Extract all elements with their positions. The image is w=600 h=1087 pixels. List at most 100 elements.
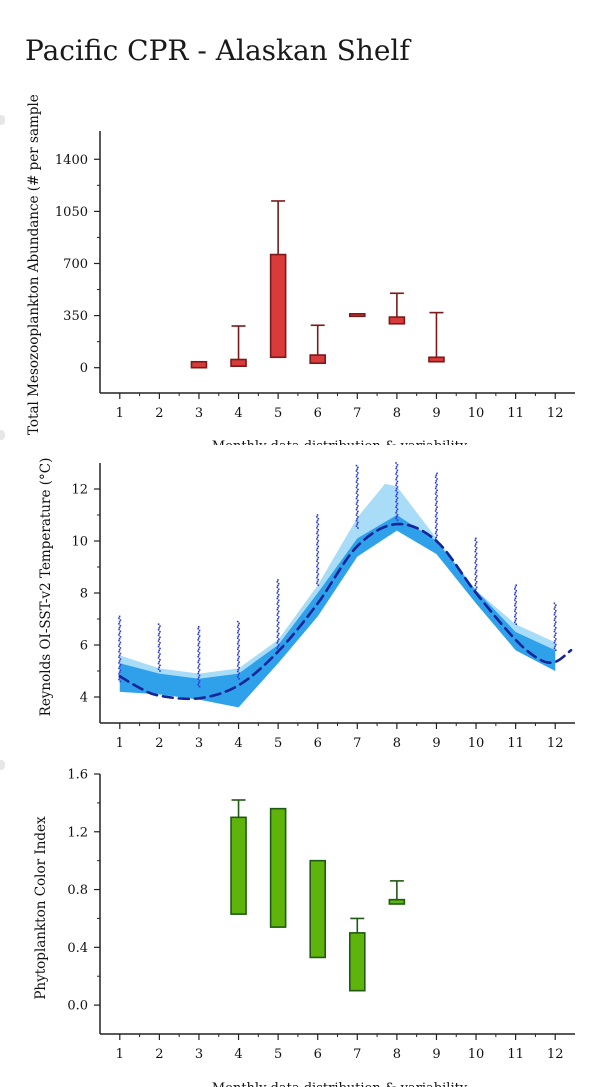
obs-point-month-3 [197,627,199,630]
obs-point-month-1 [119,619,122,621]
obs-point-month-10 [475,565,477,568]
x-tick-label: 11 [507,406,524,421]
obs-point-month-6 [317,528,320,531]
obs-point-month-9 [435,513,438,516]
obs-point-month-5 [277,599,280,602]
obs-point-month-11 [514,602,517,605]
obs-point-month-10 [474,562,477,564]
obs-point-month-3 [197,670,200,673]
obs-point-month-7 [356,518,358,520]
obs-point-month-3 [197,682,200,684]
obs-point-month-7 [355,519,358,522]
obs-point-month-4 [237,641,240,643]
x-tick-label: 10 [468,1047,485,1062]
obs-point-month-10 [475,560,477,562]
obs-point-month-8 [395,478,397,481]
obs-point-month-4 [238,672,240,675]
obs-point-month-8 [395,484,397,486]
obs-point-month-1 [118,678,120,681]
obs-point-month-11 [515,584,518,586]
obs-point-month-5 [277,617,279,620]
obs-point-month-10 [475,575,478,577]
y-axis-label: Phytoplankton Color Index [33,816,49,1000]
obs-point-month-3 [198,663,201,665]
obs-point-month-8 [395,512,397,514]
obs-point-month-12 [553,608,556,610]
mesozooplankton-chart: 0 350 700 1050 1400 1 2 3 4 5 6 7 8 9 10 11 12 Total Meso… [0,95,600,445]
obs-point-month-4 [238,639,240,641]
box-month-5 [269,253,287,359]
obs-point-month-9 [435,497,438,499]
obs-point-month-6 [317,578,320,581]
x-tick-label: 4 [234,736,242,751]
obs-point-month-3 [197,633,199,636]
obs-point-month-9 [435,491,438,493]
obs-point-month-12 [555,638,557,640]
obs-point-month-3 [197,644,199,647]
obs-point-month-10 [475,577,477,579]
obs-point-month-6 [316,560,318,562]
side-marker [0,760,5,770]
obs-point-month-9 [436,495,438,497]
obs-point-month-3 [197,672,199,675]
obs-point-month-10 [474,584,477,587]
obs-point-month-4 [238,633,240,636]
obs-point-month-6 [316,532,318,535]
obs-point-month-12 [555,632,557,635]
obs-point-month-3 [197,683,199,686]
obs-point-month-2 [157,662,160,665]
obs-point-month-5 [276,630,279,633]
obs-point-month-4 [237,657,240,660]
obs-point-month-3 [197,665,200,667]
obs-point-month-4 [237,630,240,632]
obs-point-month-7 [355,475,358,478]
y-tick-label: 0.0 [67,999,88,1014]
obs-point-month-5 [276,592,279,594]
obs-point-month-4 [238,655,240,658]
obs-point-month-4 [238,661,240,663]
obs-point-month-5 [277,643,280,646]
obs-point-month-9 [434,487,437,490]
obs-point-month-6 [316,514,319,516]
obs-point-month-11 [515,589,518,592]
obs-point-month-7 [357,527,359,529]
x-tick-label: 3 [195,406,203,421]
obs-point-month-12 [554,634,556,637]
obs-point-month-4 [238,644,240,647]
side-marker [0,430,5,440]
obs-point-month-9 [435,530,438,533]
obs-point-month-8 [395,471,398,474]
obs-point-month-12 [555,604,557,607]
obs-point-month-1 [118,656,120,659]
obs-point-month-4 [236,648,239,651]
obs-point-month-11 [514,621,516,624]
obs-point-month-2 [159,647,161,650]
obs-point-month-8 [395,465,398,468]
x-tick-label: 1 [116,1047,124,1062]
y-tick-label: 12 [71,483,88,498]
page-title: Pacific CPR - Alaskan Shelf [25,34,410,67]
obs-point-month-7 [357,499,359,502]
obs-point-month-7 [355,497,358,500]
obs-point-month-12 [553,636,556,638]
obs-point-month-7 [355,464,358,467]
obs-point-month-7 [355,503,358,505]
obs-point-month-8 [395,489,397,492]
obs-point-month-4 [236,676,239,678]
obs-point-month-4 [237,646,240,649]
obs-point-month-1 [118,634,120,636]
obs-point-month-5 [277,634,279,637]
obs-point-month-1 [118,650,120,653]
obs-point-month-2 [159,625,161,627]
obs-point-month-5 [276,614,279,616]
obs-point-month-1 [119,641,122,644]
obs-point-month-9 [436,506,438,508]
obs-point-month-10 [474,556,477,559]
x-tick-label: 5 [274,406,282,421]
obs-point-month-7 [356,473,358,476]
obs-point-month-3 [197,655,199,658]
obs-point-month-8 [396,519,399,521]
x-tick-label: 5 [274,736,282,751]
obs-point-month-9 [434,510,437,512]
obs-point-month-2 [157,629,160,631]
